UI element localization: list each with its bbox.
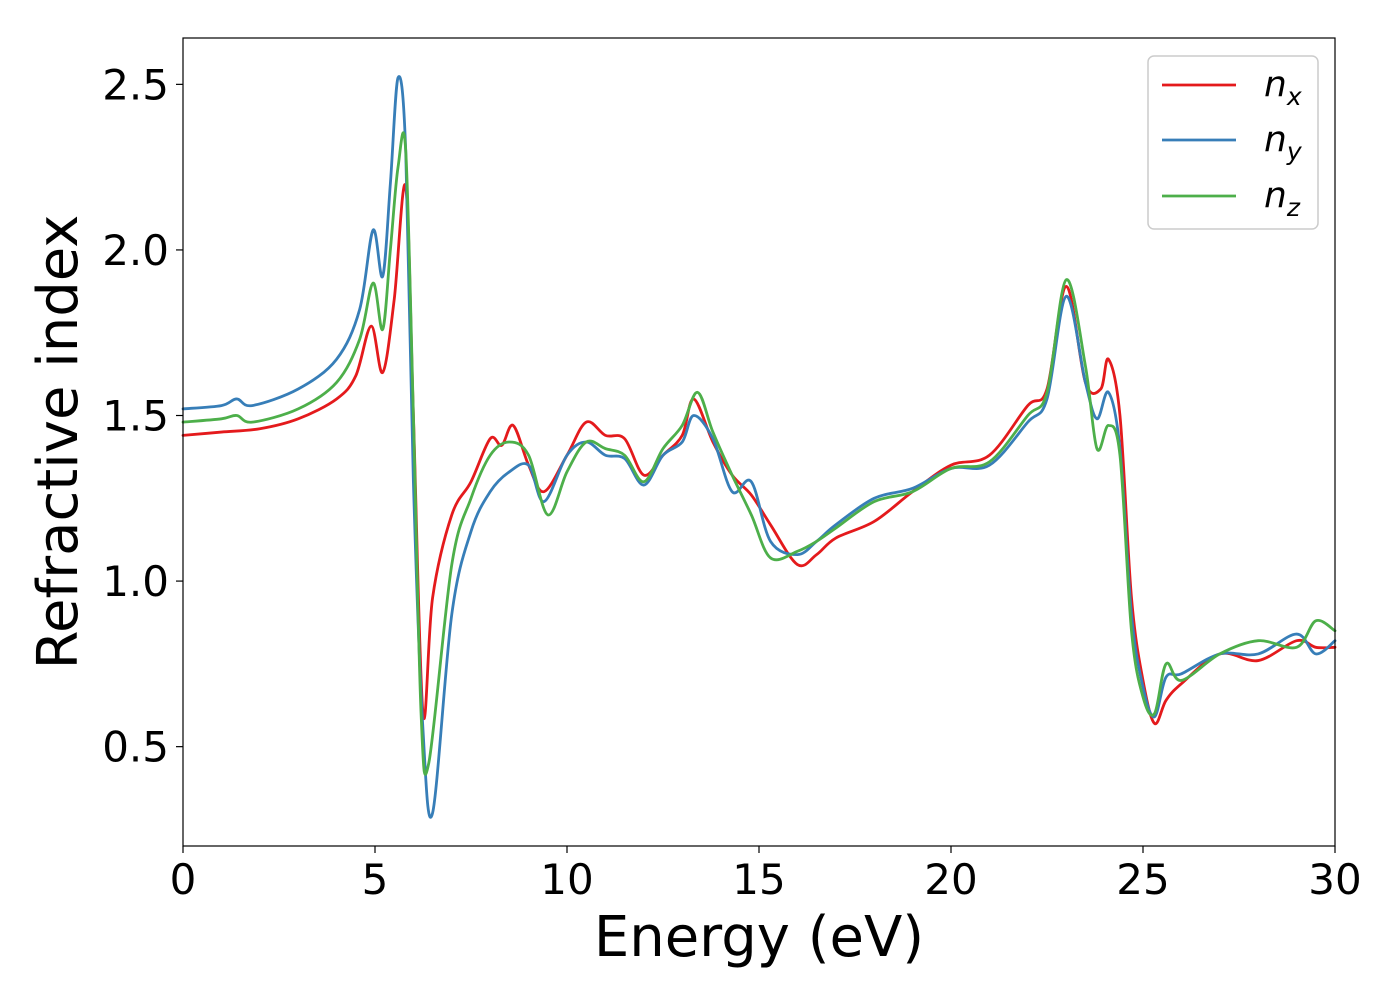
y-tick-label: 2.5 — [102, 60, 169, 109]
x-tick-label: 0 — [170, 855, 197, 904]
x-tick-label: 30 — [1308, 855, 1361, 904]
x-tick-label: 5 — [362, 855, 389, 904]
x-tick-label: 20 — [924, 855, 977, 904]
y-axis-label: Refractive index — [26, 215, 91, 670]
legend-subscript: x — [1286, 82, 1302, 111]
y-tick-label: 1.5 — [102, 392, 169, 441]
series-line-nz — [181, 131, 1337, 776]
y-tick-label: 2.0 — [102, 226, 169, 275]
legend-label-nx: nx — [1264, 64, 1302, 111]
x-tick-label: 15 — [732, 855, 785, 904]
legend-subscript: y — [1286, 137, 1303, 166]
legend-box — [1147, 55, 1319, 230]
y-tick-label: 1.0 — [102, 557, 169, 606]
ticks-layer: 0 5 10 15 20 25 30 0.5 1.0 1.5 2.0 2.5 — [102, 60, 1362, 904]
y-tick-label: 0.5 — [102, 723, 169, 772]
series-layer — [181, 75, 1337, 819]
legend-subscript: z — [1286, 193, 1301, 222]
x-tick-label: 25 — [1116, 855, 1169, 904]
x-axis-label: Energy (eV) — [594, 905, 924, 970]
x-tick-label: 10 — [540, 855, 593, 904]
legend-label-ny: ny — [1264, 119, 1303, 166]
